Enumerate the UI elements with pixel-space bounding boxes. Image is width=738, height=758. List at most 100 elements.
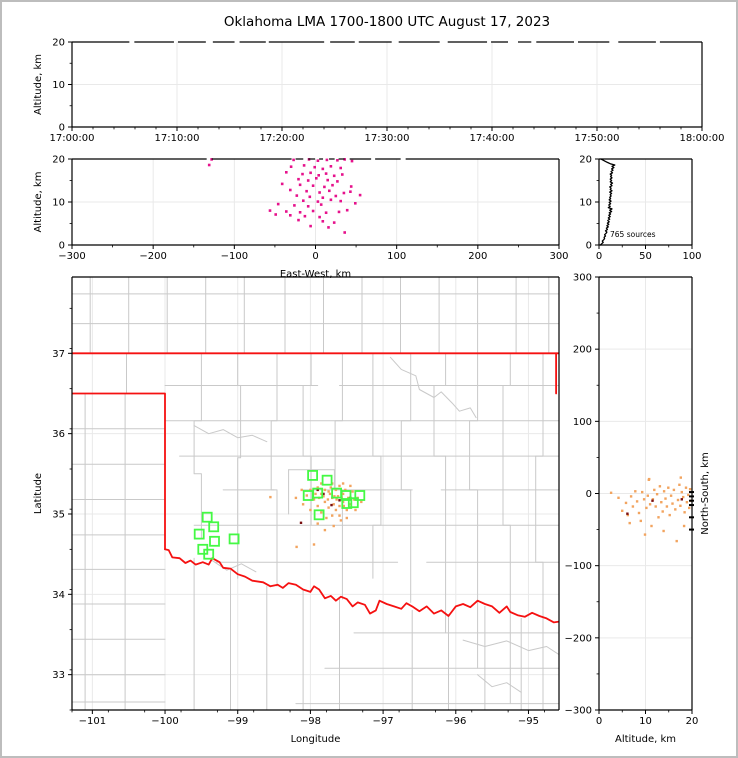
- lma-event-point: [609, 491, 613, 494]
- lma-event-point: [682, 495, 685, 499]
- lma-event-point: [624, 501, 628, 505]
- x-tick-label: −96: [445, 716, 466, 727]
- lma-source-point: [301, 172, 304, 176]
- lma-source-point: [280, 182, 284, 186]
- lma-event-point: [328, 492, 332, 496]
- lma-event-point: [320, 492, 323, 496]
- lma-source-point: [354, 202, 357, 205]
- lma-event-point: [642, 498, 646, 501]
- lma-source-point: [326, 178, 329, 182]
- lma-event-point: [628, 521, 631, 525]
- lma-event-point: [617, 496, 620, 499]
- lma-event-point: [316, 522, 319, 525]
- lma-event-point: [338, 484, 341, 488]
- x-tick-label: −99: [227, 716, 248, 727]
- lma-source-point: [319, 203, 323, 206]
- lma-event-point: [660, 501, 663, 504]
- lma-event-point: [360, 500, 363, 504]
- river-line: [193, 425, 268, 443]
- lma-source-point: [328, 189, 331, 193]
- lma-event-point: [667, 486, 670, 489]
- station-marker: [302, 490, 314, 501]
- x-tick-label: −95: [518, 716, 539, 727]
- y-tick-label: −200: [565, 633, 592, 644]
- x-tick-label: −97: [373, 716, 394, 727]
- y-tick-label: 0: [59, 123, 65, 134]
- x-tick-label: 17:50:00: [575, 133, 620, 144]
- lma-event-point: [345, 508, 348, 512]
- lma-event-point: [320, 482, 323, 485]
- station-marker: [313, 509, 325, 521]
- lma-event-point: [678, 483, 681, 486]
- river-line: [389, 356, 477, 419]
- lma-event-point: [349, 484, 352, 488]
- lma-event-point: [334, 488, 338, 492]
- county-boundary: [400, 352, 412, 603]
- lma-event-point: [647, 478, 650, 481]
- lma-event-point: [320, 511, 323, 514]
- lma-event-point: [657, 516, 660, 519]
- lma-source-point: [302, 164, 306, 167]
- lma-source-point: [308, 195, 312, 199]
- lma-event-point: [329, 486, 332, 489]
- lma-source-point: [324, 211, 328, 214]
- lma-event-point: [662, 490, 666, 493]
- station-marker: [307, 469, 319, 481]
- station-marker: [209, 535, 220, 547]
- lma-source-point: [318, 215, 321, 219]
- lma-event-point: [314, 492, 317, 496]
- lma-event-point: [339, 519, 343, 522]
- x-tick-label: −200: [139, 251, 166, 262]
- lma-source-point: [350, 159, 354, 163]
- lma-event-point: [685, 501, 689, 504]
- lma-source-point: [317, 174, 320, 177]
- y-tick-label: 0: [586, 489, 592, 500]
- lma-event-point: [335, 498, 338, 501]
- lma-event-point: [648, 503, 652, 506]
- y-tick-label: 35: [52, 509, 65, 520]
- y-tick-label: −300: [565, 706, 592, 717]
- x-tick-label: 50: [639, 251, 652, 262]
- state-border: [72, 392, 166, 551]
- lma-event-point: [635, 500, 639, 503]
- county-boundary: [502, 352, 511, 705]
- station-marker: [193, 528, 205, 540]
- county-boundary: [372, 352, 382, 579]
- lma-source-point: [343, 231, 346, 234]
- lma-source-point: [298, 211, 302, 214]
- lma-source-point: [342, 191, 346, 195]
- y-axis-title: Altitude, km: [33, 54, 44, 115]
- lma-event-point: [300, 488, 303, 492]
- lma-event-point: [338, 504, 341, 508]
- lma-source-point: [332, 221, 336, 224]
- lma-event-point: [664, 497, 667, 500]
- y-tick-label: 10: [52, 80, 65, 91]
- lma-event-point: [342, 504, 345, 508]
- county-boundary: [270, 352, 278, 587]
- lma-event-point: [634, 490, 637, 493]
- lma-event-point: [651, 498, 655, 501]
- lma-event-point: [322, 495, 325, 498]
- lma-event-point: [331, 514, 334, 517]
- y-axis-title: Altitude, km: [33, 172, 44, 233]
- lma-event-point: [294, 496, 298, 500]
- county-boundary: [469, 352, 479, 669]
- lma-event-point: [327, 506, 330, 509]
- county-boundary: [193, 352, 202, 539]
- chart-title: Oklahoma LMA 1700-1800 UTC August 17, 20…: [223, 14, 551, 30]
- lma-source-point: [289, 165, 293, 168]
- lma-event-point-dark: [316, 488, 319, 492]
- lma-event-point: [301, 503, 305, 506]
- lma-source-point: [329, 198, 333, 202]
- y-tick-label: 37: [52, 349, 65, 360]
- station-marker: [228, 533, 240, 545]
- lma-event-point: [669, 494, 673, 497]
- y-tick-label: 20: [52, 155, 65, 166]
- river-line: [477, 674, 522, 693]
- lma-source-point: [303, 214, 307, 218]
- lma-event-point: [316, 486, 319, 489]
- lma-event-point: [344, 488, 347, 492]
- lma-source-point: [337, 210, 341, 214]
- station-marker: [347, 497, 359, 509]
